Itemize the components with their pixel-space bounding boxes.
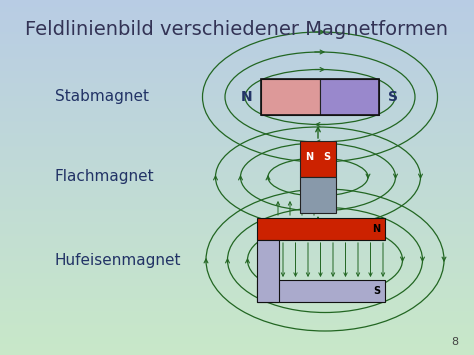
Bar — [257, 240, 279, 302]
Text: Stabmagnet: Stabmagnet — [55, 89, 149, 104]
Text: N: N — [372, 224, 380, 234]
Text: N: N — [241, 90, 253, 104]
Bar — [257, 280, 385, 302]
Text: S: S — [388, 90, 398, 104]
Text: S: S — [373, 286, 380, 296]
Text: Feldlinienbild verschiedener Magnetformen: Feldlinienbild verschiedener Magnetforme… — [26, 20, 448, 39]
Text: N: N — [305, 152, 313, 162]
Text: S: S — [323, 152, 330, 162]
Text: 8: 8 — [451, 337, 458, 347]
Bar — [300, 141, 336, 177]
Bar — [300, 177, 336, 213]
Bar — [257, 218, 385, 240]
Text: Flachmagnet: Flachmagnet — [55, 169, 155, 185]
Bar — [261, 79, 320, 115]
Text: Hufeisenmagnet: Hufeisenmagnet — [55, 252, 182, 268]
Bar — [320, 79, 379, 115]
Bar — [261, 79, 379, 115]
